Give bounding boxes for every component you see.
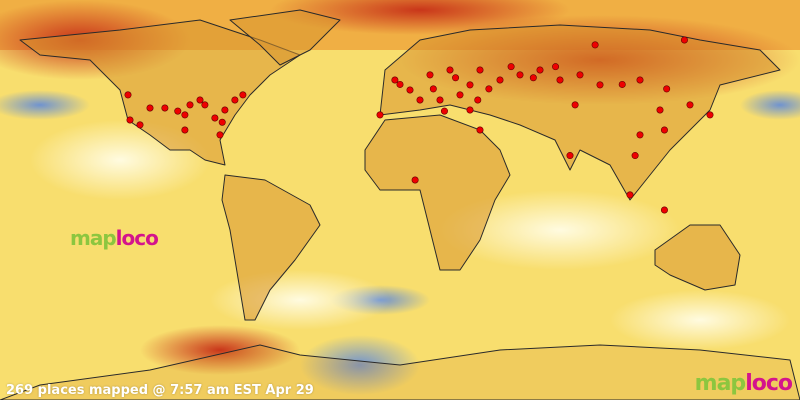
place-marker[interactable]	[126, 116, 134, 124]
place-marker[interactable]	[626, 191, 634, 199]
place-marker[interactable]	[436, 96, 444, 104]
place-marker[interactable]	[496, 76, 504, 84]
place-marker[interactable]	[218, 118, 226, 126]
greenland	[229, 9, 341, 66]
place-marker[interactable]	[416, 96, 424, 104]
places-mapped-caption: 269 places mapped @ 7:57 am EST Apr 29	[6, 383, 314, 398]
place-marker[interactable]	[529, 74, 537, 82]
place-marker[interactable]	[211, 114, 219, 122]
place-marker[interactable]	[411, 176, 419, 184]
place-marker[interactable]	[396, 80, 404, 88]
marker-layer	[124, 36, 714, 214]
place-marker[interactable]	[571, 101, 579, 109]
place-marker[interactable]	[618, 80, 626, 88]
place-marker[interactable]	[181, 111, 189, 119]
place-marker[interactable]	[680, 36, 688, 44]
continents	[0, 9, 800, 400]
place-marker[interactable]	[556, 76, 564, 84]
africa	[364, 114, 511, 271]
place-marker[interactable]	[186, 101, 194, 109]
place-marker[interactable]	[174, 107, 182, 115]
place-marker[interactable]	[466, 106, 474, 114]
logo-part-map: map	[694, 371, 747, 396]
place-marker[interactable]	[636, 131, 644, 139]
place-marker[interactable]	[452, 74, 460, 82]
place-marker[interactable]	[631, 152, 639, 160]
place-marker[interactable]	[216, 131, 224, 139]
place-marker[interactable]	[596, 81, 604, 89]
place-marker[interactable]	[406, 86, 414, 94]
place-marker[interactable]	[429, 85, 437, 93]
place-marker[interactable]	[124, 91, 132, 99]
place-marker[interactable]	[181, 126, 189, 134]
place-marker[interactable]	[485, 85, 493, 93]
place-marker[interactable]	[576, 71, 584, 79]
place-marker[interactable]	[686, 101, 694, 109]
place-marker[interactable]	[636, 76, 644, 84]
place-marker[interactable]	[476, 126, 484, 134]
place-marker[interactable]	[440, 107, 448, 115]
place-marker[interactable]	[456, 91, 464, 99]
place-marker[interactable]	[239, 91, 247, 99]
maploco-logo[interactable]: maploco	[70, 226, 159, 250]
south-america	[221, 174, 321, 321]
maploco-logo-corner[interactable]: maploco	[694, 371, 793, 396]
place-marker[interactable]	[146, 104, 154, 112]
place-marker[interactable]	[536, 66, 544, 74]
place-marker[interactable]	[426, 71, 434, 79]
place-marker[interactable]	[516, 71, 524, 79]
place-marker[interactable]	[566, 152, 574, 160]
place-marker[interactable]	[161, 104, 169, 112]
place-marker[interactable]	[446, 66, 454, 74]
antarctica	[0, 344, 800, 400]
place-marker[interactable]	[476, 66, 484, 74]
place-marker[interactable]	[221, 106, 229, 114]
place-marker[interactable]	[136, 121, 144, 129]
place-marker[interactable]	[706, 111, 714, 119]
logo-part-loco: loco	[115, 226, 159, 250]
place-marker[interactable]	[391, 76, 399, 84]
place-marker[interactable]	[663, 85, 671, 93]
place-marker[interactable]	[660, 126, 668, 134]
place-marker[interactable]	[201, 101, 209, 109]
place-marker[interactable]	[376, 111, 384, 119]
australia	[654, 224, 741, 291]
place-marker[interactable]	[552, 63, 560, 71]
place-marker[interactable]	[231, 96, 239, 104]
place-marker[interactable]	[507, 63, 515, 71]
place-marker[interactable]	[656, 106, 664, 114]
logo-part-loco: loco	[745, 371, 793, 396]
place-marker[interactable]	[474, 96, 482, 104]
place-marker[interactable]	[196, 96, 204, 104]
logo-part-map: map	[70, 226, 117, 250]
place-marker[interactable]	[466, 81, 474, 89]
place-marker[interactable]	[660, 206, 668, 214]
place-marker[interactable]	[591, 41, 599, 49]
